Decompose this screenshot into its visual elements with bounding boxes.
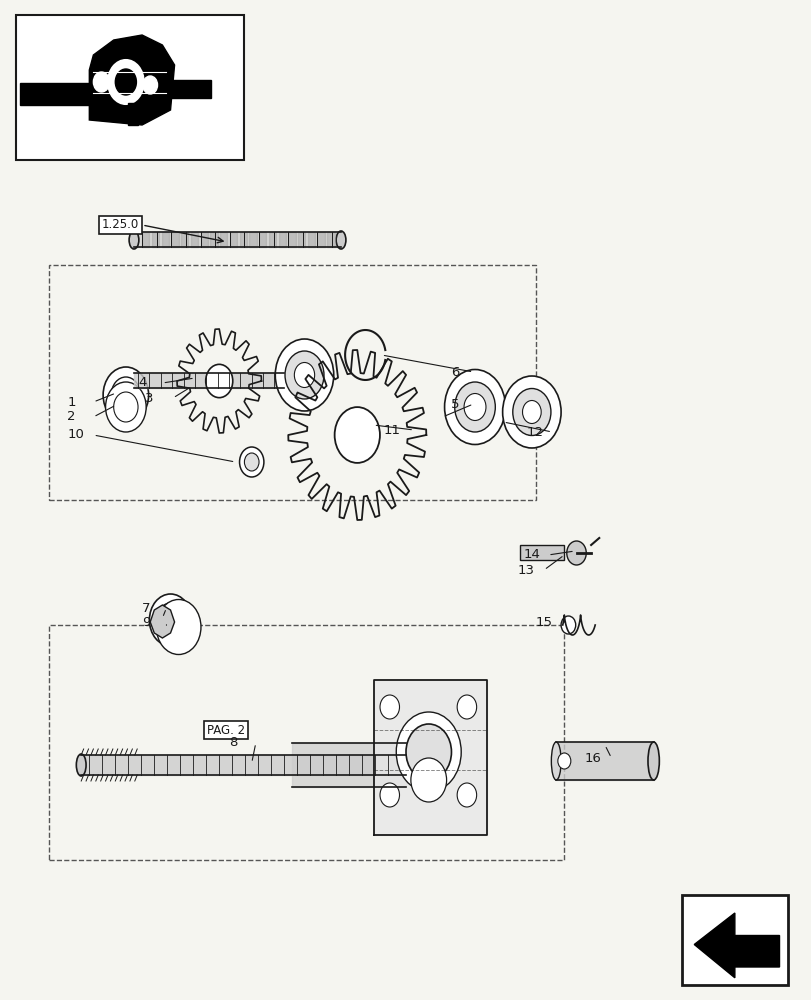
- Text: 10: 10: [67, 428, 84, 442]
- Circle shape: [557, 753, 570, 769]
- Text: 6: 6: [450, 365, 458, 378]
- Text: 13: 13: [517, 564, 534, 576]
- Circle shape: [566, 541, 586, 565]
- Polygon shape: [150, 605, 174, 638]
- Ellipse shape: [647, 742, 659, 780]
- Ellipse shape: [551, 742, 560, 780]
- Text: 15: 15: [535, 615, 552, 629]
- Circle shape: [143, 76, 157, 94]
- FancyBboxPatch shape: [681, 895, 787, 985]
- Ellipse shape: [294, 362, 314, 387]
- Ellipse shape: [522, 400, 540, 424]
- Text: 8: 8: [229, 736, 237, 750]
- Circle shape: [457, 695, 476, 719]
- Text: 11: 11: [383, 424, 400, 436]
- Ellipse shape: [129, 231, 139, 249]
- Ellipse shape: [502, 376, 560, 448]
- Text: 4: 4: [138, 376, 146, 389]
- Circle shape: [396, 712, 461, 792]
- Text: 16: 16: [584, 752, 601, 764]
- Circle shape: [457, 783, 476, 807]
- Bar: [20, 83, 93, 105]
- Circle shape: [108, 60, 144, 104]
- Text: 3: 3: [144, 391, 152, 404]
- Text: 1: 1: [67, 395, 75, 408]
- Ellipse shape: [76, 754, 86, 776]
- Ellipse shape: [454, 382, 495, 432]
- Ellipse shape: [157, 603, 184, 637]
- Circle shape: [380, 783, 399, 807]
- Text: 1.25.0: 1.25.0: [101, 219, 139, 232]
- Text: 7: 7: [142, 601, 150, 614]
- Circle shape: [114, 392, 138, 422]
- FancyBboxPatch shape: [16, 15, 243, 160]
- Circle shape: [560, 616, 575, 634]
- Circle shape: [105, 382, 146, 432]
- Circle shape: [334, 407, 380, 463]
- Circle shape: [115, 69, 136, 95]
- Ellipse shape: [463, 393, 485, 420]
- Ellipse shape: [149, 594, 191, 646]
- Circle shape: [93, 72, 109, 92]
- Circle shape: [380, 695, 399, 719]
- Circle shape: [410, 758, 446, 802]
- Text: 2: 2: [67, 410, 75, 424]
- Bar: [49, 625, 564, 860]
- Circle shape: [205, 364, 233, 398]
- Text: PAG. 2: PAG. 2: [207, 724, 245, 736]
- Circle shape: [103, 367, 148, 423]
- Ellipse shape: [156, 599, 200, 654]
- Ellipse shape: [244, 453, 259, 471]
- Polygon shape: [693, 913, 779, 978]
- Ellipse shape: [285, 351, 324, 399]
- Text: 9: 9: [142, 615, 150, 629]
- Ellipse shape: [275, 339, 333, 411]
- Ellipse shape: [336, 231, 345, 249]
- Text: 12: 12: [526, 426, 543, 438]
- Bar: [128, 103, 138, 125]
- Ellipse shape: [444, 369, 504, 444]
- Text: 14: 14: [523, 548, 540, 562]
- Circle shape: [111, 377, 140, 413]
- Ellipse shape: [513, 388, 550, 436]
- Ellipse shape: [164, 612, 177, 628]
- Ellipse shape: [239, 447, 264, 477]
- Circle shape: [406, 724, 451, 780]
- Polygon shape: [89, 35, 174, 125]
- Bar: [166, 80, 211, 98]
- Bar: [49, 265, 535, 500]
- Text: 5: 5: [450, 397, 458, 410]
- Polygon shape: [519, 545, 564, 560]
